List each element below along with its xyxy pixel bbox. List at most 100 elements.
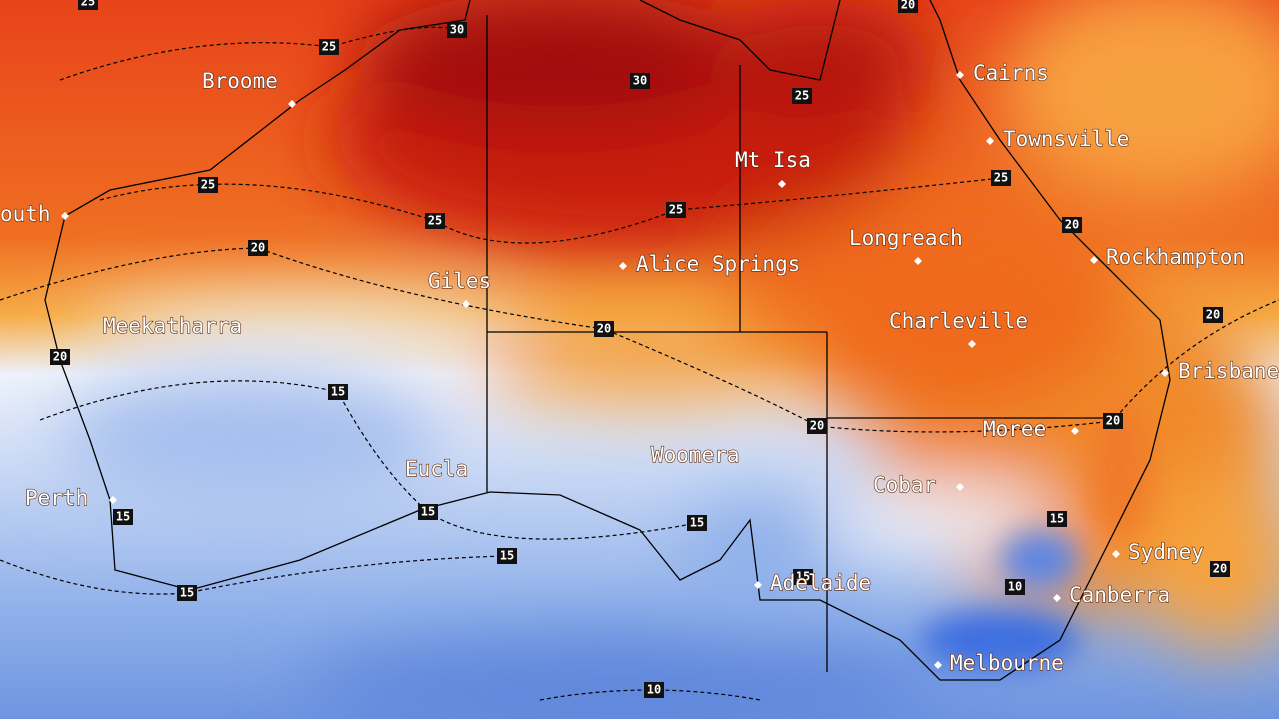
city-label: Cobar [873,473,936,497]
contour-label: 15 [116,510,130,524]
city-marker [956,71,964,79]
contour-label-box [1203,307,1223,323]
contour-label-box [594,321,614,337]
contour-label-box [1210,561,1230,577]
contour-label-box [328,384,348,400]
city-label: Perth [25,486,88,510]
city-label: Giles [428,269,491,293]
city-marker [986,137,994,145]
contour-label-box [687,515,707,531]
contour-lines [0,26,1279,701]
contour-label: 10 [647,683,661,697]
city-label: Broome [202,69,278,93]
city-marker [288,100,296,108]
contour-label: 30 [450,23,464,37]
contour-label: 20 [1206,308,1220,322]
contour-label: 15 [690,516,704,530]
contour-label: 20 [1106,414,1120,428]
contour-label-box [666,202,686,218]
city-label: Rockhampton [1106,245,1245,269]
city-label: Cairns [973,61,1049,85]
contour-label-box [1062,217,1082,233]
contour-label: 20 [1065,218,1079,232]
city-marker [1090,256,1098,264]
contour-label-box [630,73,650,89]
city-marker [462,300,470,308]
city-label: Moree [983,417,1046,441]
city-marker [956,483,964,491]
contour-label: 30 [633,74,647,88]
contour-label-box [50,349,70,365]
contour-label-box [1005,579,1025,595]
contour-label: 25 [428,214,442,228]
city-marker [914,257,922,265]
city-marker [1112,550,1120,558]
contour-label: 15 [331,385,345,399]
contour-label: 25 [322,40,336,54]
state-borders [486,15,1120,672]
city-marker [934,661,942,669]
contour-label-box [898,0,918,13]
contour-label: 20 [251,241,265,255]
city-label: Mt Isa [735,148,811,172]
city-label: Alice Springs [636,252,800,276]
contour-label-box [991,170,1011,186]
contour-label-box [78,0,98,10]
contour-label: 15 [796,570,810,584]
city-label: Longreach [849,226,963,250]
city-label: Adelaide [770,571,871,595]
city-marker [1071,427,1079,435]
contour-label: 15 [180,586,194,600]
city-marker [61,212,69,220]
contour-label: 15 [421,505,435,519]
contour-label: 25 [994,171,1008,185]
contour-label-box [425,213,445,229]
contour-label: 15 [500,549,514,563]
city-label: outh [0,202,51,226]
contour-label: 20 [810,419,824,433]
contour-label-box [792,88,812,104]
city-label: Eucla [405,457,468,481]
city-marker [1161,369,1169,377]
contour-label: 15 [1050,512,1064,526]
contour-label-box [497,548,517,564]
contour-label-box [793,569,813,585]
contour-label-box [248,240,268,256]
city-marker [1053,594,1061,602]
contour-label-box [447,22,467,38]
city-marker [754,581,762,589]
contour-label: 20 [1213,562,1227,576]
coastline [44,0,1171,681]
contour-label: 20 [53,350,67,364]
city-label: Charleville [889,309,1028,333]
contour-label: 25 [669,203,683,217]
city-label: Brisbane [1178,359,1279,383]
city-label: Townsville [1003,127,1129,151]
contour-label-box [644,682,664,698]
contour-label: 20 [901,0,915,12]
city-marker [109,496,117,504]
contour-label-box [198,177,218,193]
contour-label: 25 [201,178,215,192]
city-marker [778,180,786,188]
contour-label-box [418,504,438,520]
city-label: Woomera [651,443,740,467]
city-label: Sydney [1128,540,1204,564]
labels: 25 30 25 30 25 20 25 25 25 25 20 20 20 20 20 15 20 20 15 15… [0,0,1279,698]
city-label: Melbourne [950,651,1064,675]
contour-label-box [319,39,339,55]
contour-label-box [1103,413,1123,429]
city-label: Meekatharra [103,314,242,338]
city-label: Canberra [1069,583,1170,607]
contour-label: 25 [795,89,809,103]
contour-label: 20 [597,322,611,336]
contour-label-box [177,585,197,601]
contour-label-box [1047,511,1067,527]
city-marker [619,262,627,270]
contour-label: 25 [81,0,95,9]
city-marker [968,340,976,348]
contour-label-box [113,509,133,525]
